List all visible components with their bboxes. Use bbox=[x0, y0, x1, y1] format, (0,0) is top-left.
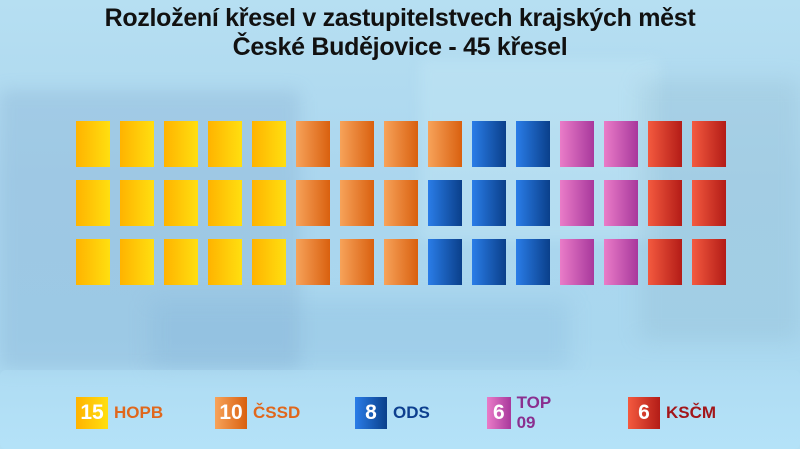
seat-hopb bbox=[252, 180, 286, 226]
seat-hopb bbox=[252, 121, 286, 167]
title-line-2: České Budějovice - 45 křesel bbox=[232, 33, 568, 61]
seat-ods bbox=[472, 180, 506, 226]
seat-top09 bbox=[560, 239, 594, 285]
seat-ods bbox=[428, 180, 462, 226]
seat-cssd bbox=[384, 239, 418, 285]
seat-hopb bbox=[208, 239, 242, 285]
seat-cssd bbox=[340, 239, 374, 285]
chart-title: Rozložení křesel v zastupitelstvech kraj… bbox=[0, 4, 800, 62]
seat-cssd bbox=[296, 180, 330, 226]
seat-hopb bbox=[252, 239, 286, 285]
seat-ods bbox=[472, 121, 506, 167]
seat-top09 bbox=[560, 180, 594, 226]
legend-label: TOP 09 bbox=[516, 393, 551, 432]
seat-ods bbox=[472, 239, 506, 285]
seat-cssd bbox=[384, 180, 418, 226]
seat-hopb bbox=[76, 180, 110, 226]
seat-top09 bbox=[560, 121, 594, 167]
seat-hopb bbox=[120, 239, 154, 285]
seat-hopb bbox=[164, 180, 198, 226]
seat-hopb bbox=[164, 121, 198, 167]
legend-label: ČSSD bbox=[253, 403, 301, 422]
seat-hopb bbox=[120, 180, 154, 226]
legend-swatch: 8 bbox=[355, 397, 387, 429]
seat-kscm bbox=[648, 239, 682, 285]
legend-swatch: 15 bbox=[76, 397, 108, 429]
legend-label: ODS bbox=[393, 403, 430, 422]
seat-cssd bbox=[428, 121, 462, 167]
seat-cssd bbox=[340, 180, 374, 226]
legend-label: HOPB bbox=[114, 403, 164, 422]
seat-ods bbox=[428, 239, 462, 285]
legend-item-kscm: 6 KSČM bbox=[628, 397, 716, 429]
seat-ods bbox=[516, 239, 550, 285]
seat-top09 bbox=[604, 121, 638, 167]
legend-swatch: 6 bbox=[628, 397, 660, 429]
seat-hopb bbox=[76, 121, 110, 167]
seat-cssd bbox=[296, 121, 330, 167]
seat-top09 bbox=[604, 239, 638, 285]
title-line-1: Rozložení křesel v zastupitelstvech kraj… bbox=[104, 4, 696, 32]
seat-hopb bbox=[208, 121, 242, 167]
seat-top09 bbox=[604, 180, 638, 226]
legend-item-cssd: 10 ČSSD bbox=[215, 397, 300, 429]
legend-item-ods: 8 ODS bbox=[355, 397, 430, 429]
seat-ods bbox=[516, 180, 550, 226]
seat-cssd bbox=[296, 239, 330, 285]
legend-swatch: 6 bbox=[487, 397, 511, 429]
seat-hopb bbox=[76, 239, 110, 285]
seat-hopb bbox=[164, 239, 198, 285]
seat-cssd bbox=[384, 121, 418, 167]
legend-item-hopb: 15 HOPB bbox=[76, 397, 163, 429]
seat-kscm bbox=[692, 180, 726, 226]
legend-label: KSČM bbox=[666, 403, 717, 422]
seat-ods bbox=[516, 121, 550, 167]
seat-hopb bbox=[120, 121, 154, 167]
seat-kscm bbox=[692, 239, 726, 285]
seat-cssd bbox=[340, 121, 374, 167]
seat-kscm bbox=[648, 180, 682, 226]
seat-kscm bbox=[648, 121, 682, 167]
legend-item-top09: 6 TOP 09 bbox=[487, 393, 559, 432]
seat-kscm bbox=[692, 121, 726, 167]
legend-swatch: 10 bbox=[215, 397, 247, 429]
seat-hopb bbox=[208, 180, 242, 226]
